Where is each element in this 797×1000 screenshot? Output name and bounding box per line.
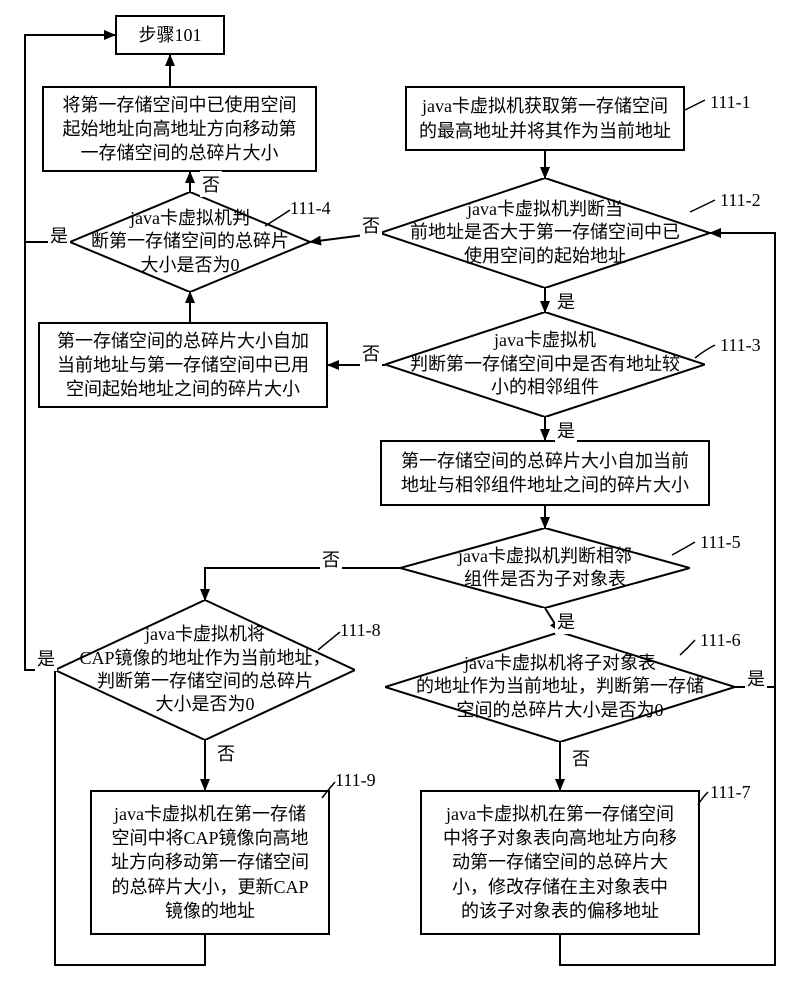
callout-111-2: 111-2	[720, 190, 761, 211]
lbl-no-1112-left: 否	[360, 212, 382, 238]
text-frag-neighbor: 第一存储空间的总碎片大小自加当前 地址与相邻组件地址之间的碎片大小	[401, 449, 689, 498]
text-d-111-5: java卡虚拟机判断相邻 组件是否为子对象表	[448, 545, 642, 592]
box-111-7: java卡虚拟机在第一存储空间 中将子对象表向高地址方向移 动第一存储空间的总碎…	[420, 790, 700, 935]
flowchart-canvas: 步骤101 将第一存储空间中已使用空间 起始地址向高地址方向移动第 一存储空间的…	[0, 0, 797, 1000]
box-frag-neighbor: 第一存储空间的总碎片大小自加当前 地址与相邻组件地址之间的碎片大小	[380, 440, 710, 506]
lbl-yes-1114-left: 是	[48, 222, 70, 248]
text-d-111-4: java卡虚拟机判 断第一存储空间的总碎片 大小是否为0	[81, 207, 299, 277]
box-step101: 步骤101	[115, 15, 225, 55]
text-d-111-8: java卡虚拟机将 CAP镜像的地址作为当前地址， 判断第一存储空间的总碎片 大…	[69, 623, 340, 717]
box-frag-add-start: 第一存储空间的总碎片大小自加 当前地址与第一存储空间中已用 空间起始地址之间的碎…	[38, 322, 328, 408]
text-d-111-2: java卡虚拟机判断当 前地址是否大于第一存储空间中已 使用空间的起始地址	[400, 198, 690, 268]
lbl-no-1115-left: 否	[320, 546, 342, 572]
diamond-111-8: java卡虚拟机将 CAP镜像的地址作为当前地址， 判断第一存储空间的总碎片 大…	[55, 600, 355, 740]
lbl-yes-1118-left: 是	[35, 645, 57, 671]
lbl-yes-1116-right: 是	[745, 665, 767, 691]
box-move-start: 将第一存储空间中已使用空间 起始地址向高地址方向移动第 一存储空间的总碎片大小	[42, 86, 317, 172]
text-111-9: java卡虚拟机在第一存储 空间中将CAP镜像向高地 址方向移动第一存储空间 的…	[111, 802, 309, 923]
lbl-yes-1112-bot: 是	[555, 288, 577, 314]
callout-111-1: 111-1	[710, 92, 751, 113]
callout-111-4: 111-4	[290, 198, 331, 219]
lbl-no-1113-left: 否	[360, 340, 382, 366]
lbl-no-1118-bot: 否	[215, 740, 237, 766]
text-get-high: java卡虚拟机获取第一存储空间 的最高地址并将其作为当前地址	[419, 94, 671, 143]
text-move-start: 将第一存储空间中已使用空间 起始地址向高地址方向移动第 一存储空间的总碎片大小	[63, 93, 297, 166]
diamond-111-4: java卡虚拟机判 断第一存储空间的总碎片 大小是否为0	[70, 192, 310, 292]
box-111-9: java卡虚拟机在第一存储 空间中将CAP镜像向高地 址方向移动第一存储空间 的…	[90, 790, 330, 935]
callout-111-6: 111-6	[700, 630, 741, 651]
lbl-no-1114-top: 否	[200, 171, 222, 197]
text-step101: 步骤101	[139, 23, 202, 47]
text-frag-start: 第一存储空间的总碎片大小自加 当前地址与第一存储空间中已用 空间起始地址之间的碎…	[57, 329, 309, 402]
callout-111-9: 111-9	[335, 770, 376, 791]
callout-111-3: 111-3	[720, 335, 761, 356]
callout-111-5: 111-5	[700, 532, 741, 553]
callout-111-8: 111-8	[340, 620, 381, 641]
text-d-111-3: java卡虚拟机 判断第一存储空间中是否有地址较 小的相邻组件	[400, 329, 690, 399]
lbl-no-1116-bot: 否	[570, 745, 592, 771]
callout-111-7: 111-7	[710, 782, 751, 803]
lbl-yes-1113-bot: 是	[555, 417, 577, 443]
diamond-111-3: java卡虚拟机 判断第一存储空间中是否有地址较 小的相邻组件	[385, 312, 705, 417]
lbl-yes-1115-bot: 是	[555, 608, 577, 634]
text-d-111-6: java卡虚拟机将子对象表 的地址作为当前地址，判断第一存储 空间的总碎片大小是…	[406, 652, 714, 722]
box-get-high: java卡虚拟机获取第一存储空间 的最高地址并将其作为当前地址	[405, 86, 685, 151]
text-111-7: java卡虚拟机在第一存储空间 中将子对象表向高地址方向移 动第一存储空间的总碎…	[443, 802, 677, 923]
diamond-111-2: java卡虚拟机判断当 前地址是否大于第一存储空间中已 使用空间的起始地址	[380, 178, 710, 288]
diamond-111-5: java卡虚拟机判断相邻 组件是否为子对象表	[400, 528, 690, 608]
diamond-111-6: java卡虚拟机将子对象表 的地址作为当前地址，判断第一存储 空间的总碎片大小是…	[385, 632, 735, 742]
